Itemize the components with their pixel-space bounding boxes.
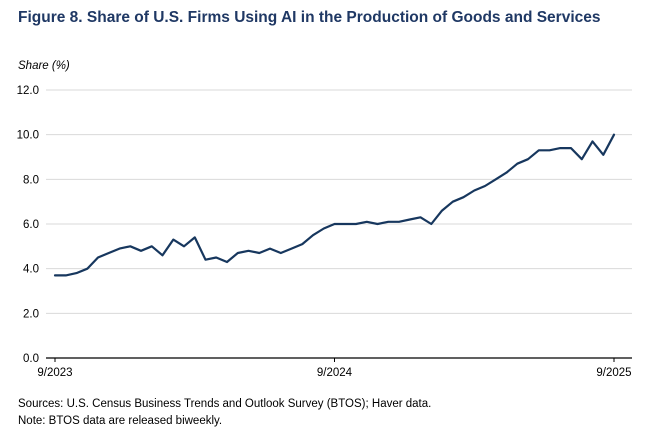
source-note: Sources: U.S. Census Business Trends and…: [18, 398, 432, 410]
plot-area: 0.0 2.0 4.0 6.0 8.0 10.0 12.0 9/2023 9/2024 9/202…: [0, 74, 660, 386]
chart-canvas: 0.0 2.0 4.0 6.0 8.0 10.0 12.0 9/2023 9/2024 9/202…: [17, 85, 632, 379]
y-tick-label: 10.0: [17, 130, 39, 142]
x-tick-label: 9/2025: [596, 367, 631, 379]
y-tick-label: 4.0: [23, 264, 39, 276]
x-tick-label: 9/2023: [37, 367, 72, 379]
y-tick-label: 12.0: [17, 85, 39, 97]
x-tick-label: 9/2024: [317, 367, 353, 379]
y-axis-label: Share (%): [18, 60, 70, 72]
footnotes: Sources: U.S. Census Business Trends and…: [18, 396, 431, 429]
ai-share-line: [53, 133, 616, 277]
biweekly-note: Note: BTOS data are released biweekly.: [18, 414, 223, 427]
y-tick-label: 6.0: [23, 219, 39, 231]
y-tick-label: 0.0: [23, 353, 39, 365]
y-tick-label: 2.0: [23, 308, 39, 320]
y-tick-label: 8.0: [23, 174, 39, 186]
chart-title: Figure 8. Share of U.S. Firms Using AI i…: [18, 9, 601, 26]
